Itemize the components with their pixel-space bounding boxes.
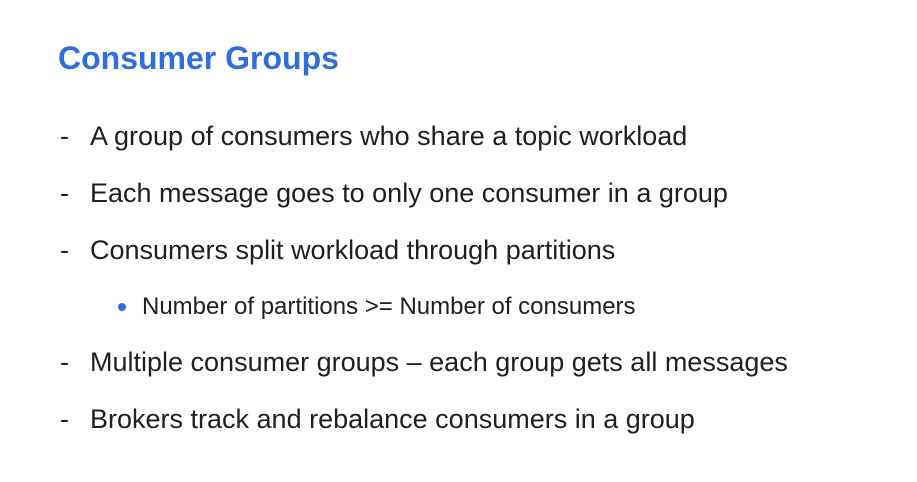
dash-marker: - (60, 235, 69, 265)
bullet-item: - Brokers track and rebalance consumers … (60, 391, 900, 448)
dash-marker: - (60, 178, 69, 208)
sub-bullet-item: Number of partitions >= Number of consum… (60, 279, 900, 334)
bullet-item: - Multiple consumer groups – each group … (60, 334, 900, 391)
dash-marker: - (60, 404, 69, 434)
dash-marker: - (60, 121, 69, 151)
bullet-item: - A group of consumers who share a topic… (60, 108, 900, 165)
bullet-list: - A group of consumers who share a topic… (60, 108, 900, 448)
bullet-text: Multiple consumer groups – each group ge… (90, 347, 788, 377)
slide-title: Consumer Groups (58, 40, 339, 76)
bullet-text: Brokers track and rebalance consumers in… (90, 404, 695, 434)
bullet-dot-icon (118, 302, 126, 311)
bullet-text: Each message goes to only one consumer i… (90, 178, 728, 208)
bullet-item: - Each message goes to only one consumer… (60, 165, 900, 222)
sub-bullet-text: Number of partitions >= Number of consum… (142, 292, 636, 320)
bullet-item: - Consumers split workload through parti… (60, 222, 900, 279)
dash-marker: - (60, 347, 69, 377)
bullet-text: Consumers split workload through partiti… (90, 235, 616, 265)
bullet-text: A group of consumers who share a topic w… (90, 121, 688, 151)
